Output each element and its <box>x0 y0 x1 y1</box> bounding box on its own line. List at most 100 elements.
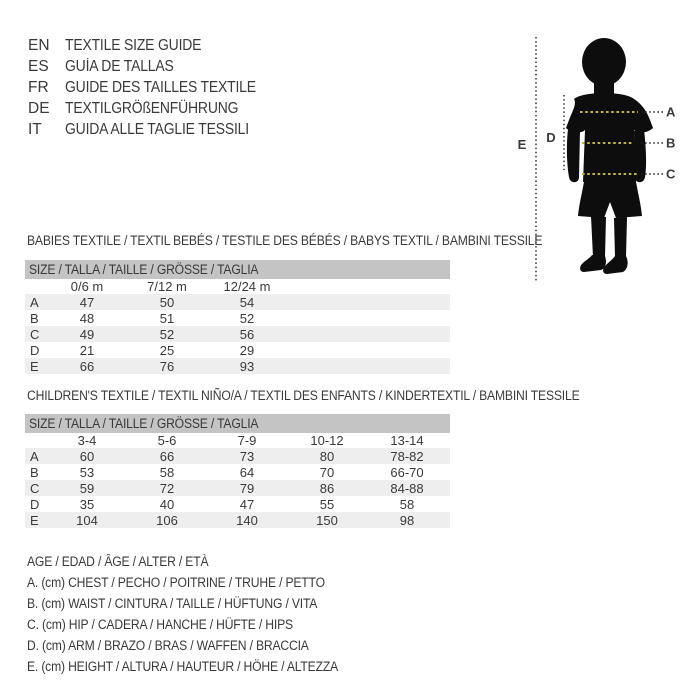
table-row: E 104 106 140 150 98 <box>25 512 450 528</box>
cell-value: 78-82 <box>390 448 424 464</box>
legend-line-chest: A. (cm) CHEST / PECHO / POITRINE / TRUHE… <box>27 575 325 590</box>
cell-value: 25 <box>159 342 175 358</box>
row-label: C <box>30 326 40 342</box>
cell-value: 54 <box>239 294 255 310</box>
cell-value: 79 <box>239 480 255 496</box>
child-measurement-figure: E D A B <box>480 15 690 285</box>
cell-value: 47 <box>239 496 255 512</box>
arm-label: D <box>546 130 555 145</box>
cell-value: 47 <box>79 294 95 310</box>
cell-value: 29 <box>239 342 255 358</box>
language-title-list: EN TEXTILE SIZE GUIDE ES GUÍA DE TALLAS … <box>28 35 277 140</box>
column-header: 7/12 m <box>147 279 187 294</box>
hip-label: C <box>666 167 676 182</box>
legend-line-waist: B. (cm) WAIST / CINTURA / TAILLE / HÜFTU… <box>27 596 318 611</box>
child-silhouette <box>566 38 653 274</box>
guide-title: TEXTILGRÖßENFÜHRUNG <box>65 99 239 117</box>
legend-line-hip: C. (cm) HIP / CADERA / HANCHE / HÜFTE / … <box>27 617 293 632</box>
cell-value: 80 <box>319 448 335 464</box>
guide-title: TEXTILE SIZE GUIDE <box>65 36 202 54</box>
row-label: D <box>30 342 40 358</box>
cell-value: 70 <box>319 464 335 480</box>
row-label: A <box>30 294 39 310</box>
cell-value: 140 <box>236 512 258 528</box>
babies-section-heading: BABIES TEXTILE / TEXTIL BEBÉS / TESTILE … <box>27 233 543 248</box>
cell-value: 76 <box>159 358 175 374</box>
legend-line-arm: D. (cm) ARM / BRAZO / BRAS / WAFFEN / BR… <box>27 638 309 653</box>
guide-title: GUÍA DE TALLAS <box>65 57 174 75</box>
cell-value: 49 <box>79 326 95 342</box>
cell-value: 60 <box>79 448 95 464</box>
table-row: B 53 58 64 70 66-70 <box>25 464 450 480</box>
guide-title: GUIDA ALLE TAGLIE TESSILI <box>65 120 249 138</box>
column-header: 10-12 <box>310 433 344 448</box>
children-size-header-bar: SIZE / TALLA / TAILLE / GRÖSSE / TAGLIA <box>25 414 450 433</box>
legend-line-height: E. (cm) HEIGHT / ALTURA / HAUTEUR / HÖHE… <box>27 659 339 674</box>
cell-value: 58 <box>399 496 415 512</box>
cell-value: 53 <box>79 464 95 480</box>
table-row: A 47 50 54 <box>25 294 450 310</box>
column-header: 5-6 <box>157 433 177 448</box>
cell-value: 52 <box>239 310 255 326</box>
row-label: E <box>30 512 39 528</box>
language-code: EN <box>28 36 50 54</box>
cell-value: 58 <box>159 464 175 480</box>
cell-value: 48 <box>79 310 95 326</box>
guide-title: GUIDE DES TAILLES TEXTILE <box>65 78 256 96</box>
cell-value: 35 <box>79 496 95 512</box>
table-row: B 48 51 52 <box>25 310 450 326</box>
cell-value: 66 <box>79 358 95 374</box>
language-row-de: DE TEXTILGRÖßENFÜHRUNG <box>28 98 277 119</box>
language-row-es: ES GUÍA DE TALLAS <box>28 56 277 77</box>
height-label: E <box>518 137 527 152</box>
table-row: E 66 76 93 <box>25 358 450 374</box>
column-header: 12/24 m <box>223 279 271 294</box>
table-row: D 35 40 47 55 58 <box>25 496 450 512</box>
cell-value: 56 <box>239 326 255 342</box>
cell-value: 55 <box>319 496 335 512</box>
table-row: C 59 72 79 86 84-88 <box>25 480 450 496</box>
babies-column-header-row: 0/6 m 7/12 m 12/24 m <box>25 279 450 294</box>
table-row: D 21 25 29 <box>25 342 450 358</box>
babies-textile-section: BABIES TEXTILE / TEXTIL BEBÉS / TESTILE … <box>25 233 543 374</box>
row-label: B <box>30 310 39 326</box>
children-section-heading: CHILDREN'S TEXTILE / TEXTIL NIÑO/A / TEX… <box>27 388 580 403</box>
chest-label: A <box>666 105 676 120</box>
language-row-fr: FR GUIDE DES TAILLES TEXTILE <box>28 77 277 98</box>
language-code: IT <box>28 120 42 138</box>
column-header: 13-14 <box>390 433 424 448</box>
column-header: 7-9 <box>237 433 257 448</box>
cell-value: 66 <box>159 448 175 464</box>
row-label: D <box>30 496 40 512</box>
cell-value: 86 <box>319 480 335 496</box>
language-code: ES <box>28 57 49 75</box>
measurement-legend: AGE / EDAD / ÂGE / ALTER / ETÀ A. (cm) C… <box>27 551 373 677</box>
waist-label: B <box>666 136 675 151</box>
cell-value: 64 <box>239 464 255 480</box>
children-column-header-row: 3-4 5-6 7-9 10-12 13-14 <box>25 433 450 448</box>
language-row-it: IT GUIDA ALLE TAGLIE TESSILI <box>28 119 277 140</box>
children-textile-section: CHILDREN'S TEXTILE / TEXTIL NIÑO/A / TEX… <box>25 388 580 528</box>
column-header: 3-4 <box>77 433 97 448</box>
row-label: C <box>30 480 40 496</box>
cell-value: 104 <box>76 512 98 528</box>
child-silhouette-diagram: E D A B <box>518 37 676 281</box>
cell-value: 84-88 <box>390 480 424 496</box>
row-label: E <box>30 358 39 374</box>
cell-value: 98 <box>399 512 415 528</box>
cell-value: 72 <box>159 480 175 496</box>
row-label: A <box>30 448 39 464</box>
language-row-en: EN TEXTILE SIZE GUIDE <box>28 35 277 56</box>
cell-value: 21 <box>79 342 95 358</box>
cell-value: 66-70 <box>390 464 424 480</box>
cell-value: 59 <box>79 480 95 496</box>
row-label: B <box>30 464 39 480</box>
language-code: DE <box>28 99 50 117</box>
legend-line-age: AGE / EDAD / ÂGE / ALTER / ETÀ <box>27 554 209 569</box>
language-code: FR <box>28 78 49 96</box>
cell-value: 52 <box>159 326 175 342</box>
cell-value: 73 <box>239 448 255 464</box>
cell-value: 106 <box>156 512 178 528</box>
table-row: A 60 66 73 80 78-82 <box>25 448 450 464</box>
column-header: 0/6 m <box>70 279 104 294</box>
